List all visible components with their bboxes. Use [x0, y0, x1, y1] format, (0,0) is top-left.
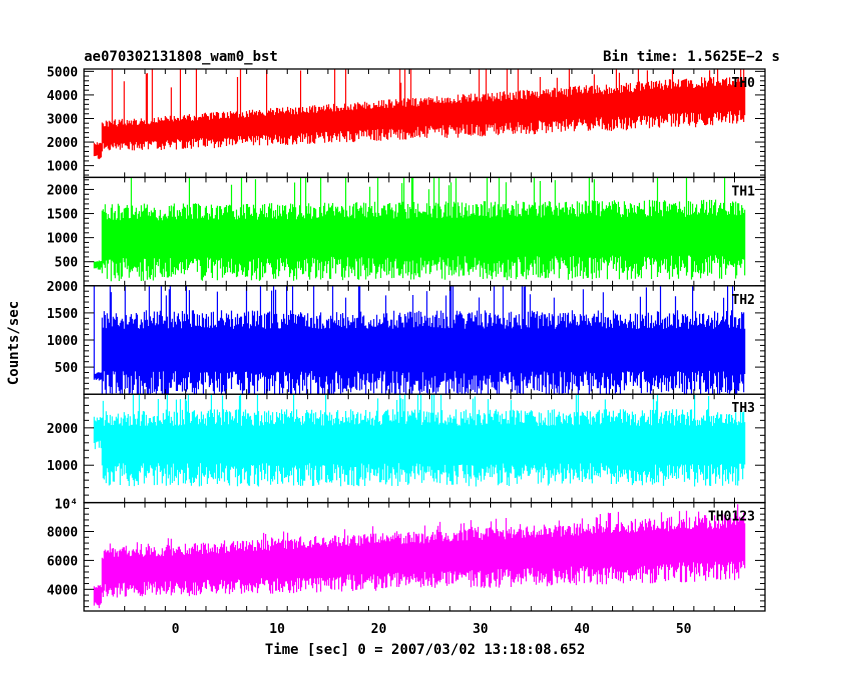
y-tick-label: 500	[55, 256, 79, 271]
panel-label-th2: TH2	[732, 293, 755, 308]
x-tick-label: 20	[371, 622, 387, 637]
y-tick-label: 500	[55, 361, 79, 376]
x-tick-label: 10	[269, 622, 285, 637]
y-tick-label: 4000	[47, 89, 78, 104]
x-tick-label: 30	[473, 622, 489, 637]
panel-label-th0: TH0	[732, 76, 756, 91]
y-tick-label: 1500	[47, 307, 78, 322]
panel-label-th1: TH1	[732, 184, 756, 199]
y-tick-label: 1500	[47, 208, 78, 223]
chart-title-right: Bin time: 1.5625E−2 s	[603, 49, 780, 65]
series-th1-trace	[93, 177, 746, 282]
series-th0-trace	[93, 69, 746, 160]
x-tick-label: 50	[676, 622, 692, 637]
y-tick-label: 6000	[47, 554, 78, 569]
x-axis-label: Time [sec] 0 = 2007/03/02 13:18:08.652	[265, 642, 585, 658]
y-tick-label: 1000	[47, 160, 78, 175]
series-th0123-trace	[93, 504, 746, 609]
panel-label-th0123: TH0123	[708, 510, 755, 525]
y-tick-label: 2000	[47, 136, 78, 151]
y-tick-label: 2000	[47, 183, 78, 198]
y-top-label: 10⁴	[55, 498, 78, 513]
y-tick-label: 8000	[47, 526, 78, 541]
panel-frame-th0123	[83, 501, 766, 612]
y-tick-label: 4000	[47, 583, 78, 598]
y-tick-label: 1000	[47, 334, 78, 349]
y-tick-label: 2000	[47, 280, 78, 295]
series-th3-trace	[93, 394, 746, 487]
x-tick-label: 40	[574, 622, 590, 637]
x-tick-label: 0	[172, 622, 180, 637]
panel-label-th3: TH3	[732, 401, 755, 416]
y-axis-label: Counts/sec	[6, 301, 22, 385]
y-tick-label: 2000	[47, 422, 78, 437]
y-tick-label: 1000	[47, 232, 78, 247]
series-th2-trace	[93, 285, 746, 395]
y-tick-label: 3000	[47, 112, 78, 127]
chart-title-left: ae070302131808_wam0_bst	[84, 49, 278, 65]
y-tick-label: 1000	[47, 459, 78, 474]
y-tick-label: 5000	[47, 65, 78, 80]
